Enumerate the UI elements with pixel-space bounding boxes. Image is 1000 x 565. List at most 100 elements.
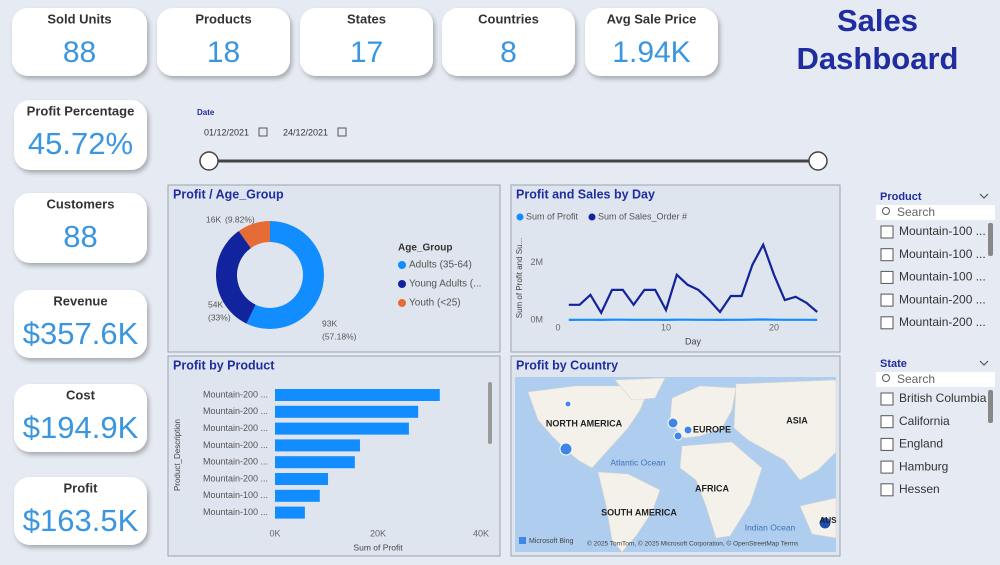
checkbox[interactable] (881, 484, 893, 496)
x-tick-label: 10 (661, 322, 671, 332)
x-tick-label: 40K (473, 528, 489, 538)
bar[interactable] (275, 490, 320, 502)
y-tick-label: Mountain-200 ... (203, 440, 268, 450)
kpi-value: 18 (207, 36, 240, 69)
kpi-label: Cost (66, 387, 96, 402)
bar[interactable] (275, 439, 360, 451)
slicer-item[interactable]: Hamburg (899, 459, 948, 473)
x-tick-label: 20 (769, 322, 779, 332)
slicer-item[interactable]: England (899, 437, 943, 451)
kpi-label: Avg Sale Price (607, 11, 697, 26)
bar[interactable] (275, 423, 409, 435)
donut-amount-label: 54K (208, 299, 223, 309)
kpi-value: 8 (500, 36, 517, 69)
bar[interactable] (275, 507, 305, 519)
scrollbar[interactable] (488, 382, 492, 444)
map-bubble[interactable] (684, 426, 692, 434)
slicer-item[interactable]: Mountain-100 ... (899, 224, 986, 238)
slicer-item[interactable]: Hessen (899, 482, 940, 496)
kpi-value: 17 (350, 36, 383, 69)
date-start[interactable]: 01/12/2021 (204, 127, 249, 137)
checkbox[interactable] (881, 393, 893, 405)
map-label: SOUTH AMERICA (601, 507, 677, 517)
map-label: AUS (820, 516, 838, 525)
legend-entry[interactable]: Adults (35-64) (409, 260, 472, 271)
map-bubble[interactable] (560, 443, 572, 455)
map-logo-icon (519, 537, 526, 544)
search-box[interactable] (876, 205, 995, 220)
x-tick-label: 0K (269, 528, 280, 538)
legend-swatch (398, 261, 406, 269)
legend-entry[interactable]: Sum of Sales_Order # (598, 211, 687, 221)
scrollbar[interactable] (988, 223, 993, 256)
map-attribution: © 2025 TomTom, © 2025 Microsoft Corporat… (587, 540, 799, 548)
legend-swatch (517, 214, 524, 221)
map-bubble[interactable] (668, 418, 678, 428)
search-box[interactable] (876, 372, 995, 387)
map-label: Atlantic Ocean (610, 457, 666, 467)
chart-title: Profit by Product (173, 358, 275, 372)
checkbox[interactable] (881, 249, 893, 261)
checkbox[interactable] (881, 317, 893, 329)
title-box: Sales Dashboard (770, 2, 985, 82)
kpi-value: 45.72% (28, 126, 133, 161)
y-tick-label: Mountain-100 ... (203, 490, 268, 500)
kpi-label: Products (195, 11, 251, 26)
kpi-label: Profit (64, 480, 99, 495)
legend-entry[interactable]: Young Adults (... (409, 279, 481, 290)
y-tick-label: Mountain-200 ... (203, 473, 268, 483)
bar[interactable] (275, 473, 328, 485)
slicer-item[interactable]: Mountain-100 ... (899, 270, 986, 284)
search-placeholder[interactable]: Search (897, 205, 935, 219)
kpi-label: States (347, 11, 386, 26)
legend-swatch (589, 214, 596, 221)
bar[interactable] (275, 406, 418, 418)
slicer-title: State (880, 358, 907, 370)
checkbox[interactable] (881, 438, 893, 450)
date-slider-handle[interactable] (200, 152, 218, 170)
donut-value-label: (9.82%) (225, 214, 255, 224)
x-tick-label: 0 (555, 322, 560, 332)
y-tick-label: Mountain-200 ... (203, 389, 268, 399)
checkbox[interactable] (881, 226, 893, 238)
kpi-value: $357.6K (23, 316, 139, 351)
x-axis-label: Day (685, 336, 702, 346)
kpi-label: Customers (47, 196, 115, 211)
legend-swatch (398, 299, 406, 307)
checkbox[interactable] (881, 271, 893, 283)
y-tick-label: Mountain-100 ... (203, 507, 268, 517)
y-tick-label: 2M (530, 257, 543, 267)
map-bubble[interactable] (674, 432, 682, 440)
date-end[interactable]: 24/12/2021 (283, 127, 328, 137)
bar[interactable] (275, 389, 440, 401)
slicer-item[interactable]: Mountain-200 ... (899, 292, 986, 306)
slicer-item[interactable]: British Columbia (899, 391, 987, 405)
search-placeholder[interactable]: Search (897, 372, 935, 386)
bar[interactable] (275, 456, 355, 468)
y-tick-label: Mountain-200 ... (203, 457, 268, 467)
slicer-item[interactable]: Mountain-100 ... (899, 247, 986, 261)
y-axis-label: Sum of Profit and Su... (515, 238, 524, 318)
kpi-value: 88 (63, 36, 96, 69)
slicer-item[interactable]: California (899, 414, 950, 428)
legend-entry[interactable]: Sum of Profit (526, 211, 579, 221)
date-label: Date (197, 108, 215, 117)
checkbox[interactable] (881, 294, 893, 306)
checkbox[interactable] (881, 416, 893, 428)
map-bubble[interactable] (565, 401, 571, 407)
checkbox[interactable] (881, 461, 893, 473)
x-axis-label: Sum of Profit (353, 542, 403, 552)
legend-swatch (398, 280, 406, 288)
y-tick-label: Mountain-200 ... (203, 406, 268, 416)
donut-value-label: (57.18%) (322, 331, 357, 341)
slicer-item[interactable]: Mountain-200 ... (899, 315, 986, 329)
date-slider-handle[interactable] (809, 152, 827, 170)
kpi-label: Profit Percentage (27, 103, 135, 118)
x-tick-label: 20K (370, 528, 386, 538)
scrollbar[interactable] (988, 390, 993, 423)
legend-entry[interactable]: Youth (<25) (409, 298, 461, 309)
kpi-value: $163.5K (23, 503, 139, 538)
map-label: NORTH AMERICA (546, 418, 623, 428)
